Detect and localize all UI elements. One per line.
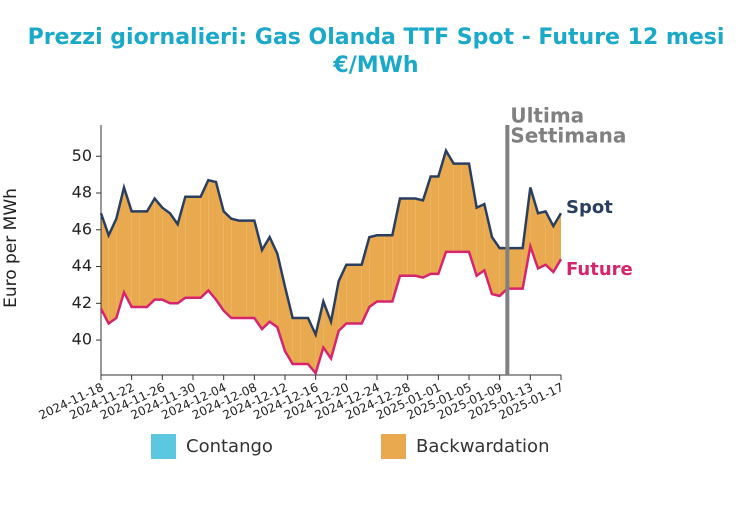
chart-title: Prezzi giornalieri: Gas Olanda TTF Spot … — [28, 25, 725, 50]
y-tick-label: 44 — [72, 256, 92, 275]
spread-area — [338, 264, 347, 331]
spread-area — [407, 198, 416, 276]
spread-area — [538, 211, 546, 269]
y-tick-label: 46 — [72, 219, 92, 238]
spread-area — [469, 163, 477, 276]
series-line — [99, 241, 563, 376]
spread-area — [522, 187, 531, 289]
spread-area — [285, 286, 293, 364]
series-label: Spot — [566, 197, 613, 218]
y-tick-label: 48 — [72, 183, 92, 202]
spread-area — [185, 196, 193, 298]
spread-area — [369, 235, 377, 307]
spread-area — [162, 207, 170, 304]
annotation-text: Ultima — [510, 104, 584, 128]
spread-area — [430, 176, 439, 274]
spread-area — [208, 180, 216, 300]
spread-area — [484, 204, 492, 295]
spread-area — [269, 237, 278, 328]
spread-area — [315, 301, 324, 374]
spread-area — [415, 198, 423, 278]
spread-area — [461, 163, 469, 252]
legend-swatch — [151, 434, 176, 459]
spread-area — [292, 318, 301, 364]
y-tick-label: 50 — [72, 146, 92, 165]
spread-area — [101, 213, 109, 324]
spread-area — [262, 237, 270, 330]
spread-area — [331, 281, 339, 359]
series-line — [99, 147, 563, 339]
spread-area — [453, 163, 462, 252]
spread-area — [392, 198, 400, 302]
series-label: Future — [566, 259, 633, 280]
legend-swatch — [381, 434, 406, 459]
spread-area — [492, 237, 500, 296]
y-axis-label: Euro per MWh — [1, 188, 21, 308]
spread-area — [239, 220, 247, 319]
spread-area — [154, 198, 163, 300]
annotation-text: Settimana — [510, 124, 626, 148]
spread-area — [177, 196, 186, 304]
spread-area — [131, 211, 140, 307]
spread-area — [323, 301, 331, 359]
spread-area — [553, 213, 561, 273]
spread-area — [193, 196, 201, 298]
spread-area — [384, 235, 393, 302]
spread-area — [300, 318, 308, 364]
spread-area — [254, 220, 262, 330]
spread-area — [246, 220, 255, 319]
spread-area — [147, 198, 155, 307]
spread-area — [216, 181, 224, 311]
spread-area — [377, 235, 385, 302]
spread-area — [108, 218, 117, 324]
spread-area — [139, 211, 147, 307]
spread-area — [476, 204, 485, 276]
spread-area — [277, 253, 285, 352]
spread-area — [116, 187, 124, 319]
spread-area — [438, 150, 446, 274]
spread-area — [124, 187, 132, 307]
spread-area — [354, 264, 362, 324]
legend-label: Backwardation — [416, 436, 549, 457]
chart-subtitle: €/MWh — [332, 53, 418, 78]
spread-area — [545, 211, 554, 273]
y-tick-label: 40 — [72, 330, 92, 349]
spread-area — [223, 211, 232, 319]
spread-area — [446, 150, 454, 252]
spread-area — [200, 180, 209, 298]
spread-area — [400, 198, 408, 276]
y-tick-label: 42 — [72, 293, 92, 312]
spread-area — [170, 213, 178, 304]
spread-area — [515, 248, 523, 289]
spread-area — [231, 218, 239, 319]
spread-area — [346, 264, 354, 324]
legend-label: Contango — [186, 436, 273, 457]
spread-area — [423, 176, 431, 278]
